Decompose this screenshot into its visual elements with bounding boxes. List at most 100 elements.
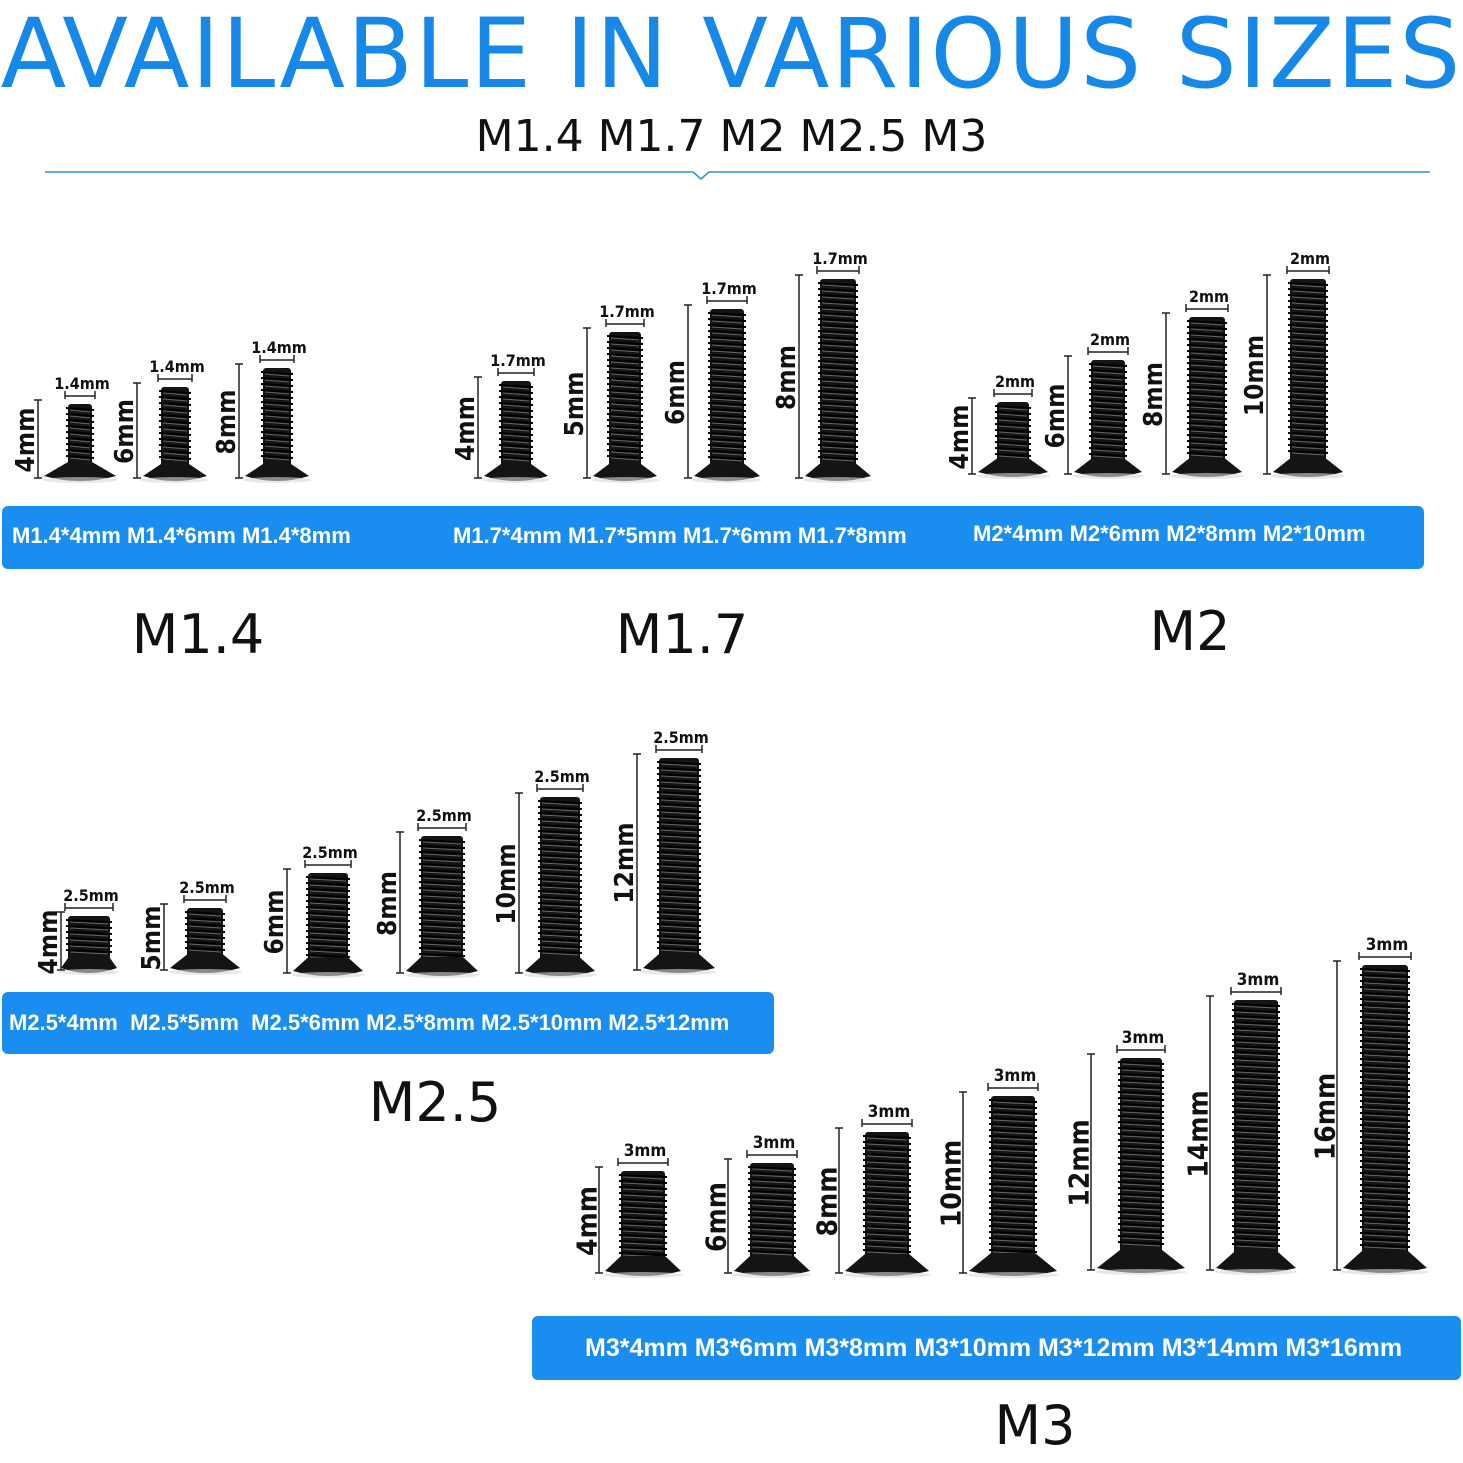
size-label: M3*12mm bbox=[1038, 1334, 1155, 1362]
diameter-label: 2mm bbox=[995, 372, 1035, 391]
screw: 2mm 4mm bbox=[945, 372, 1050, 479]
screw: 2.5mm 8mm bbox=[373, 806, 480, 978]
screw: 1.4mm 8mm bbox=[212, 338, 311, 483]
size-label: M2.5*6mm bbox=[251, 1010, 360, 1035]
diameter-label: 2.5mm bbox=[653, 728, 709, 747]
diameter-label: 2.5mm bbox=[302, 843, 358, 862]
band-label-m1-7: M1.7*4mm M1.7*5mm M1.7*6mm M1.7*8mm bbox=[453, 523, 907, 549]
diameter-label: 2.5mm bbox=[534, 767, 590, 786]
size-label: M1.7*8mm bbox=[797, 523, 907, 548]
size-label: M2*4mm bbox=[973, 521, 1064, 546]
screw: 3mm 4mm bbox=[571, 1141, 683, 1278]
size-label: M2*10mm bbox=[1262, 521, 1366, 546]
screw: 2mm 6mm bbox=[1041, 330, 1144, 479]
screw: 3mm 10mm bbox=[935, 1066, 1059, 1278]
length-label: 6mm bbox=[661, 360, 691, 425]
length-label: 5mm bbox=[560, 371, 590, 436]
length-label: 14mm bbox=[1182, 1090, 1215, 1178]
size-label: M2*8mm bbox=[1166, 521, 1257, 546]
label-band-row1 bbox=[2, 506, 1424, 569]
diameter-label: 2mm bbox=[1090, 330, 1130, 349]
diameter-label: 1.7mm bbox=[701, 279, 757, 298]
length-label: 12mm bbox=[1063, 1119, 1096, 1207]
band-label-m1-4: M1.4*4mm M1.4*6mm M1.4*8mm bbox=[12, 523, 351, 549]
diameter-label: 1.4mm bbox=[149, 357, 205, 376]
size-label: M2.5*12mm bbox=[608, 1010, 730, 1035]
size-label: M2.5*4mm bbox=[9, 1010, 118, 1035]
screw: 3mm 14mm bbox=[1182, 970, 1298, 1275]
diameter-label: 1.7mm bbox=[490, 351, 546, 370]
diameter-label: 1.7mm bbox=[812, 249, 868, 268]
screw: 1.7mm 6mm bbox=[661, 279, 762, 483]
diameter-label: 2.5mm bbox=[179, 878, 235, 897]
length-label: 10mm bbox=[1240, 335, 1270, 416]
diameter-label: 3mm bbox=[868, 1102, 911, 1122]
screw: 2mm 8mm bbox=[1139, 287, 1244, 479]
diameter-label: 1.4mm bbox=[54, 374, 110, 393]
length-label: 8mm bbox=[1139, 362, 1169, 427]
diameter-label: 1.7mm bbox=[599, 302, 655, 321]
length-label: 5mm bbox=[137, 905, 167, 970]
size-label: M1.7*4mm bbox=[453, 523, 562, 548]
screw: 2.5mm 5mm bbox=[137, 878, 242, 975]
diameter-label: 3mm bbox=[1122, 1028, 1165, 1048]
screw: 3mm 16mm bbox=[1309, 935, 1429, 1275]
group-title-m1-4: M1.4 bbox=[131, 603, 265, 666]
size-label: M3*10mm bbox=[914, 1334, 1032, 1362]
length-label: 4mm bbox=[451, 396, 481, 461]
screw: 1.4mm 6mm bbox=[110, 357, 209, 483]
band-label-m2: M2*4mm M2*6mm M2*8mm M2*10mm bbox=[973, 521, 1366, 547]
diameter-label: 2.5mm bbox=[416, 806, 472, 825]
size-label: M1.4*8mm bbox=[241, 523, 351, 548]
diameter-label: 3mm bbox=[624, 1141, 667, 1161]
screw: 2.5mm 6mm bbox=[260, 843, 365, 978]
length-label: 10mm bbox=[935, 1140, 968, 1228]
length-label: 4mm bbox=[571, 1186, 604, 1256]
label-band-m2-5 bbox=[2, 992, 774, 1054]
diameter-label: 2mm bbox=[1189, 287, 1229, 306]
size-label: M3*4mm bbox=[585, 1334, 688, 1362]
screw: 2.5mm 12mm bbox=[610, 728, 717, 975]
diameter-label: 2mm bbox=[1290, 249, 1330, 268]
group-title-m2: M2 bbox=[1149, 600, 1231, 663]
size-label: M3*6mm bbox=[694, 1334, 798, 1362]
size-label: M1.4*6mm bbox=[126, 523, 236, 548]
band-label-m2-5: M2.5*4mm M2.5*5mm M2.5*6mm M2.5*8mm M2.5… bbox=[9, 1010, 729, 1036]
length-label: 6mm bbox=[110, 399, 140, 464]
size-label: M3*14mm bbox=[1161, 1334, 1279, 1362]
screw: 2.5mm 10mm bbox=[492, 767, 597, 978]
diameter-label: 3mm bbox=[1237, 970, 1280, 990]
screw: 2.5mm 4mm bbox=[34, 886, 119, 975]
diameter-label: 1.4mm bbox=[251, 338, 307, 357]
size-label: M3*16mm bbox=[1285, 1334, 1403, 1362]
size-label: M1.7*6mm bbox=[682, 523, 792, 548]
diameter-label: 2.5mm bbox=[63, 886, 119, 905]
length-label: 6mm bbox=[260, 889, 290, 954]
diameter-label: 3mm bbox=[994, 1066, 1037, 1086]
length-label: 8mm bbox=[212, 389, 242, 454]
length-label: 8mm bbox=[772, 345, 802, 410]
group-title-m2-5: M2.5 bbox=[368, 1071, 502, 1134]
length-label: 10mm bbox=[492, 843, 522, 924]
length-label: 6mm bbox=[1041, 383, 1071, 448]
size-list-subheadline: M1.4 M1.7 M2 M2.5 M3 bbox=[475, 111, 988, 162]
group-title-m3: M3 bbox=[994, 1394, 1076, 1457]
length-label: 4mm bbox=[945, 404, 975, 469]
size-label: M2*6mm bbox=[1069, 521, 1161, 546]
length-label: 16mm bbox=[1309, 1073, 1342, 1161]
length-label: 6mm bbox=[700, 1182, 733, 1252]
screw: 3mm 6mm bbox=[700, 1133, 812, 1278]
label-band-m3 bbox=[532, 1316, 1461, 1380]
length-label: 4mm bbox=[11, 407, 41, 472]
screw: 1.7mm 5mm bbox=[560, 302, 659, 483]
screw: 1.7mm 4mm bbox=[451, 351, 550, 483]
size-label: M2.5*10mm bbox=[481, 1010, 603, 1035]
size-label: M1.7*5mm bbox=[567, 523, 677, 548]
length-label: 8mm bbox=[373, 871, 403, 936]
length-label: 8mm bbox=[811, 1166, 844, 1236]
length-label: 4mm bbox=[34, 909, 64, 974]
header-divider bbox=[45, 171, 1430, 180]
diameter-label: 3mm bbox=[753, 1133, 796, 1153]
screw: 3mm 12mm bbox=[1063, 1028, 1187, 1275]
